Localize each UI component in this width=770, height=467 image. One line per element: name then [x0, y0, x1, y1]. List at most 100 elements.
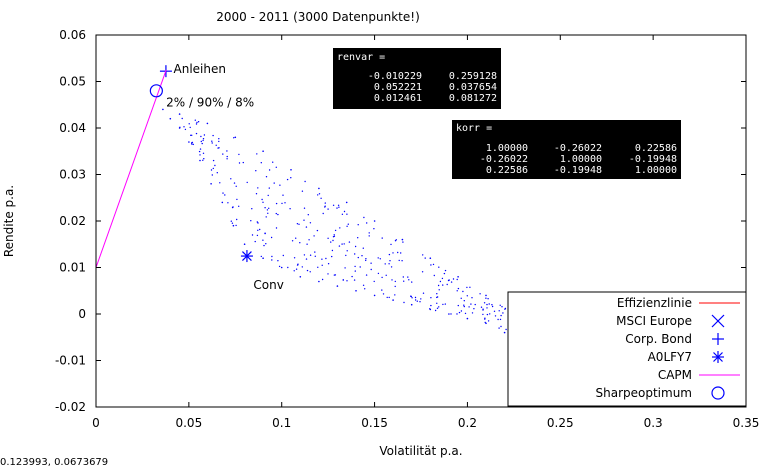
- legend-label-capm: CAPM: [658, 368, 692, 382]
- portfolio-point: [502, 312, 504, 314]
- portfolio-point: [355, 290, 357, 292]
- portfolio-point: [299, 242, 301, 244]
- portfolio-point: [188, 123, 190, 125]
- portfolio-point: [324, 202, 326, 204]
- portfolio-point: [268, 187, 270, 189]
- legend-items: Effizienzlinie MSCI Europe Corp. Bond A0LFY…: [596, 296, 740, 400]
- portfolio-point: [501, 306, 503, 308]
- portfolio-point: [295, 237, 297, 239]
- portfolio-point: [280, 266, 283, 269]
- portfolio-point: [243, 243, 246, 245]
- portfolio-point: [198, 150, 201, 153]
- y-axis-ticks: -0.02 -0.01 0 0.01 0.02 0.03 0.04 0.05 0.06: [55, 28, 746, 414]
- portfolio-point: [282, 254, 284, 257]
- portfolio-point: [212, 134, 214, 137]
- y-tick-label: -0.01: [55, 354, 86, 368]
- portfolio-point: [485, 294, 487, 297]
- portfolio-point: [236, 218, 238, 221]
- portfolio-point: [410, 295, 412, 297]
- portfolio-point: [257, 187, 259, 189]
- portfolio-point: [282, 194, 284, 196]
- legend-label-sharpeoptimum: Sharpeoptimum: [596, 386, 693, 400]
- portfolio-point: [422, 254, 424, 256]
- portfolio-point: [262, 201, 264, 203]
- portfolio-point: [222, 192, 224, 194]
- portfolio-point: [210, 169, 213, 171]
- portfolio-point: [457, 276, 459, 278]
- marker-sharpeoptimum-stroke: [149, 84, 163, 98]
- portfolio-point: [306, 243, 308, 245]
- portfolio-point: [345, 254, 347, 257]
- portfolio-point: [235, 224, 237, 227]
- portfolio-point: [314, 255, 316, 257]
- portfolio-point: [394, 285, 396, 288]
- portfolio-point: [264, 232, 266, 235]
- portfolio-point: [357, 224, 359, 226]
- portfolio-point: [424, 257, 426, 259]
- legend-label-corp-bond: Corp. Bond: [625, 332, 692, 346]
- portfolio-point: [346, 280, 348, 282]
- portfolio-point: [486, 313, 489, 316]
- portfolio-point: [221, 201, 224, 204]
- portfolio-point: [293, 257, 296, 259]
- renvar-cell: 0.081272: [449, 93, 497, 104]
- portfolio-point: [436, 296, 439, 298]
- portfolio-point: [497, 318, 499, 321]
- portfolio-point: [251, 234, 254, 236]
- portfolio-point: [337, 204, 340, 206]
- portfolio-point: [181, 117, 183, 120]
- portfolio-point: [408, 279, 410, 281]
- portfolio-point: [433, 274, 435, 277]
- portfolio-point: [498, 327, 500, 329]
- portfolio-point: [272, 161, 274, 163]
- portfolio-point: [332, 204, 335, 206]
- portfolio-point: [432, 263, 435, 266]
- portfolio-point: [331, 249, 334, 252]
- portfolio-point: [494, 315, 497, 317]
- portfolio-point: [343, 210, 346, 213]
- renvar-cell: 0.052221: [374, 82, 422, 93]
- renvar-console-bg: [333, 48, 501, 109]
- portfolio-point: [381, 276, 383, 279]
- portfolio-point: [388, 263, 390, 265]
- portfolio-point: [400, 252, 402, 254]
- portfolio-point: [489, 313, 491, 315]
- renvar-cell: 0.012461: [374, 93, 422, 104]
- portfolio-point: [401, 260, 403, 262]
- portfolio-point: [402, 241, 404, 243]
- portfolio-point: [178, 113, 181, 115]
- portfolio-point: [260, 162, 262, 164]
- portfolio-point: [309, 271, 311, 273]
- portfolio-point: [450, 281, 453, 283]
- portfolio-point: [410, 303, 413, 306]
- portfolio-point: [321, 264, 323, 266]
- portfolio-point: [430, 304, 432, 307]
- portfolio-point: [392, 252, 394, 254]
- portfolio-point: [401, 238, 404, 241]
- legend-swatch-corp-bond: [712, 333, 724, 345]
- y-tick-label: -0.02: [55, 400, 86, 414]
- series-line-capm: [95, 69, 167, 268]
- portfolio-point: [456, 313, 458, 315]
- x-tick-label: 0.05: [175, 416, 202, 430]
- portfolio-point: [343, 243, 345, 245]
- portfolio-point: [191, 143, 193, 145]
- portfolio-point: [491, 305, 494, 308]
- x-tick-label: 0.2: [458, 416, 477, 430]
- portfolio-point: [456, 278, 458, 281]
- portfolio-point: [279, 184, 281, 186]
- portfolio-point: [275, 166, 277, 168]
- portfolio-point: [189, 126, 191, 129]
- portfolio-point: [341, 243, 343, 245]
- korr-cell: -0.26022: [480, 154, 528, 165]
- portfolio-point: [484, 317, 486, 319]
- portfolio-point: [493, 310, 496, 312]
- portfolio-point: [488, 303, 490, 305]
- portfolio-point: [262, 150, 264, 152]
- portfolio-point: [370, 268, 372, 271]
- y-tick-label: 0.02: [59, 214, 86, 228]
- portfolio-point: [503, 331, 506, 334]
- portfolio-point: [293, 270, 295, 272]
- portfolio-point: [260, 255, 262, 258]
- portfolio-point: [218, 140, 220, 143]
